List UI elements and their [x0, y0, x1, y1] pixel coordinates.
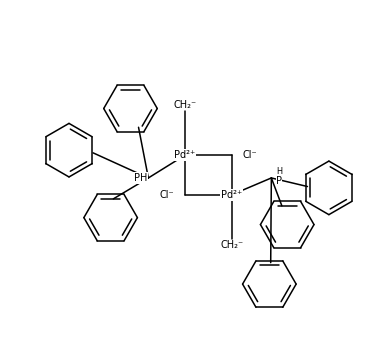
Text: Cl⁻: Cl⁻ [160, 190, 175, 200]
Text: PH: PH [134, 173, 147, 183]
Text: H: H [276, 166, 282, 175]
Text: P: P [276, 176, 282, 186]
Text: CH₂⁻: CH₂⁻ [173, 99, 197, 109]
Text: CH₂⁻: CH₂⁻ [220, 240, 243, 250]
Text: Pd²⁺: Pd²⁺ [175, 150, 196, 160]
Text: Cl⁻: Cl⁻ [242, 150, 257, 160]
Text: Pd²⁺: Pd²⁺ [221, 190, 242, 200]
